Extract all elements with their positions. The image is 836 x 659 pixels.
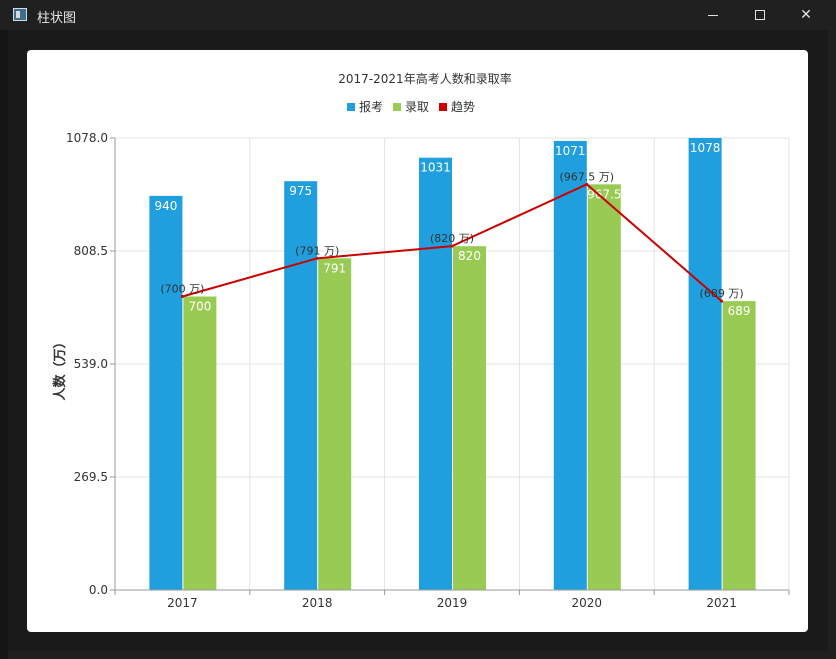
bar-0-0 bbox=[149, 195, 183, 590]
trend-point-label: (967.5 万) bbox=[560, 170, 615, 183]
chart-svg: 2017-2021年高考人数和录取率 报考 录取 趋势 940 975 1031 1071… bbox=[52, 71, 790, 610]
x-tick-label: 2018 bbox=[302, 596, 333, 610]
minimize-button[interactable] bbox=[690, 0, 736, 30]
maximize-icon bbox=[755, 10, 765, 20]
bar-data-label: 1071 bbox=[555, 144, 586, 158]
axes: 0.0 269.5 539.0 808.5 1078.0 2017 2018 2019 2020… bbox=[66, 131, 790, 610]
trend-point-label: (820 万) bbox=[430, 232, 474, 245]
window-title: 柱状图 bbox=[37, 11, 77, 26]
bar-1-0 bbox=[183, 296, 217, 590]
chart-title: 2017-2021年高考人数和录取率 bbox=[338, 71, 511, 86]
bar-data-label: 975 bbox=[289, 184, 312, 198]
y-tick-label: 808.5 bbox=[74, 244, 108, 258]
trend-point bbox=[450, 244, 454, 248]
trend-point bbox=[585, 182, 589, 186]
bar-1-2 bbox=[453, 246, 486, 590]
y-axis-title: 人数（万） bbox=[52, 335, 68, 400]
trend-point bbox=[720, 299, 724, 303]
y-tick-label: 1078.0 bbox=[66, 131, 108, 145]
x-tick-label: 2017 bbox=[167, 596, 198, 610]
x-tick-label: 2019 bbox=[437, 596, 468, 610]
legend-swatch-0 bbox=[347, 103, 355, 111]
y-tick-label: 269.5 bbox=[74, 470, 108, 484]
bar-data-label: 1031 bbox=[420, 161, 451, 175]
trend-point bbox=[180, 294, 184, 298]
x-tick-label: 2021 bbox=[706, 596, 737, 610]
bar-0-4 bbox=[688, 138, 722, 590]
trend-point bbox=[315, 256, 319, 260]
legend-label-2: 趋势 bbox=[451, 100, 475, 114]
minimize-icon bbox=[708, 15, 718, 16]
maximize-button[interactable] bbox=[737, 0, 783, 30]
bar-1-4 bbox=[722, 301, 756, 590]
bar-data-label: 689 bbox=[728, 304, 751, 318]
title-bar[interactable]: 柱状图 ✕ bbox=[0, 0, 836, 30]
close-button[interactable]: ✕ bbox=[783, 0, 829, 30]
chart-panel: 2017-2021年高考人数和录取率 报考 录取 趋势 940 975 1031 1071… bbox=[27, 50, 808, 632]
bar-data-label: 820 bbox=[458, 249, 481, 263]
left-gutter bbox=[0, 0, 8, 659]
y-tick-label: 0.0 bbox=[89, 583, 108, 597]
bar-0-3 bbox=[553, 140, 587, 590]
trend-point-label: (700 万) bbox=[160, 282, 204, 295]
legend: 报考 录取 趋势 bbox=[347, 99, 475, 114]
bar-0-1 bbox=[284, 181, 318, 590]
close-icon: ✕ bbox=[800, 7, 812, 23]
bar-data-label: 700 bbox=[188, 299, 211, 313]
legend-label-0: 报考 bbox=[359, 99, 383, 114]
x-tick-label: 2020 bbox=[572, 596, 603, 610]
bar-1-1 bbox=[318, 258, 352, 590]
bar-data-label: 791 bbox=[323, 261, 346, 275]
trend-point-label: (791 万) bbox=[295, 244, 339, 257]
y-tick-label: 539.0 bbox=[74, 357, 108, 371]
bar-0-2 bbox=[419, 157, 452, 591]
bar-data-label: 1078 bbox=[690, 141, 721, 155]
legend-label-1: 录取 bbox=[405, 100, 429, 114]
bar-1-3 bbox=[587, 184, 621, 590]
legend-swatch-2 bbox=[439, 103, 447, 111]
trend-line-group: (700 万) (791 万) (820 万) (967.5 万) (689 万) bbox=[160, 170, 744, 303]
legend-swatch-1 bbox=[393, 103, 401, 111]
trend-point-label: (689 万) bbox=[700, 287, 744, 300]
bar-data-label: 940 bbox=[154, 199, 177, 213]
chart-app-icon bbox=[13, 8, 27, 21]
